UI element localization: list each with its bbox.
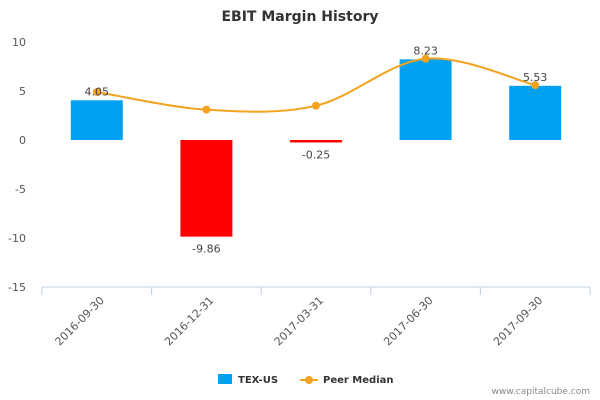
x-tick-label: 2016-09-30 [53,294,107,348]
y-tick-label: -15 [8,281,26,294]
chart-title: EBIT Margin History [221,9,378,25]
peer-median-point [312,101,320,110]
legend: TEX-US Peer Median [218,374,394,386]
x-tick-label: 2016-12-31 [162,294,216,348]
y-tick-label: 10 [12,36,26,49]
y-axis: 10 5 0 -5 -10 -15 [8,36,26,294]
legend-label: Peer Median [323,375,394,386]
data-label: -9.86 [192,243,220,256]
peer-median-point [202,105,211,114]
bar-2017-09-30 [509,85,562,140]
legend-label: TEX-US [238,375,278,386]
y-tick-label: 5 [19,85,26,98]
legend-swatch-bar [218,374,232,384]
peer-median-point [421,54,430,63]
data-label: -0.25 [302,148,330,161]
y-tick-label: -10 [8,232,26,245]
bar-2016-12-31 [180,140,233,237]
legend-swatch-point [305,376,313,384]
line-series [92,54,540,114]
y-tick-label: 0 [19,134,26,147]
data-label: 8.23 [413,44,438,57]
credit-text: www.capitalcube.com [492,387,590,397]
x-tick-label: 2017-06-30 [381,294,435,348]
bar-series [70,59,562,237]
peer-median-point [92,87,101,96]
peer-median-point [531,81,540,90]
x-tick-label: 2017-09-30 [491,294,545,348]
bar-2016-09-30 [70,100,123,140]
y-tick-label: -5 [15,183,26,196]
bar-2017-06-30 [399,59,452,140]
x-tick-label: 2017-03-31 [272,294,326,348]
data-labels: 4.05 -9.86 -0.25 8.23 5.53 [85,44,548,255]
data-label: 5.53 [523,71,548,84]
bar-2017-03-31 [290,140,342,143]
x-axis: 2016-09-30 2016-12-31 2017-03-31 2017-06-30… [41,286,591,348]
data-label: 4.05 [85,85,110,98]
